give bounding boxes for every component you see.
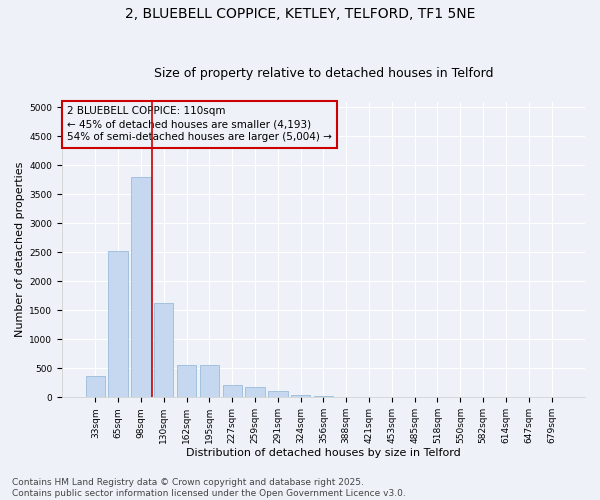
Bar bbox=[245, 388, 265, 397]
Bar bbox=[86, 376, 105, 397]
Bar bbox=[291, 395, 310, 397]
Text: 2, BLUEBELL COPPICE, KETLEY, TELFORD, TF1 5NE: 2, BLUEBELL COPPICE, KETLEY, TELFORD, TF… bbox=[125, 8, 475, 22]
Text: Contains HM Land Registry data © Crown copyright and database right 2025.
Contai: Contains HM Land Registry data © Crown c… bbox=[12, 478, 406, 498]
Bar bbox=[200, 365, 219, 397]
Bar bbox=[154, 304, 173, 397]
Bar bbox=[131, 177, 151, 397]
Bar bbox=[314, 396, 333, 397]
Bar bbox=[177, 365, 196, 397]
Bar bbox=[223, 385, 242, 397]
Text: 2 BLUEBELL COPPICE: 110sqm
← 45% of detached houses are smaller (4,193)
54% of s: 2 BLUEBELL COPPICE: 110sqm ← 45% of deta… bbox=[67, 106, 332, 142]
Title: Size of property relative to detached houses in Telford: Size of property relative to detached ho… bbox=[154, 66, 493, 80]
Bar bbox=[109, 250, 128, 397]
Y-axis label: Number of detached properties: Number of detached properties bbox=[15, 162, 25, 337]
Bar bbox=[268, 392, 287, 397]
X-axis label: Distribution of detached houses by size in Telford: Distribution of detached houses by size … bbox=[186, 448, 461, 458]
